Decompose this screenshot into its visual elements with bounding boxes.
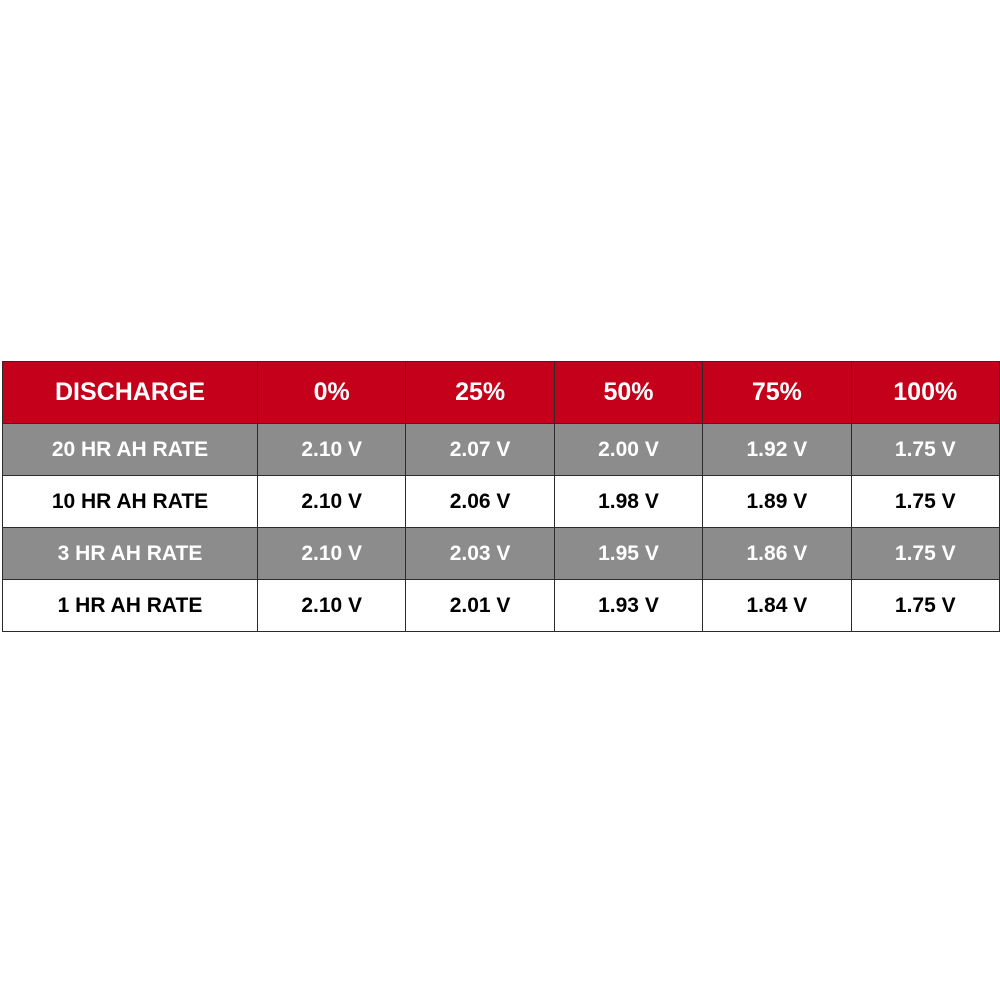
table-cell: 1.92 V: [702, 423, 852, 476]
header-discharge: DISCHARGE: [2, 361, 258, 424]
header-75-percent: 75%: [702, 361, 852, 424]
table-row: 3 HR AH RATE 2.10 V 2.03 V 1.95 V 1.86 V…: [2, 527, 1000, 580]
table-cell: 2.01 V: [405, 579, 555, 632]
header-25-percent: 25%: [405, 361, 555, 424]
table-cell: 2.00 V: [553, 423, 704, 476]
table-header-row: DISCHARGE 0% 25% 50% 75% 100%: [2, 361, 1000, 424]
table-cell: 1.95 V: [553, 527, 704, 580]
table-cell: 1.86 V: [702, 527, 852, 580]
table-row: 1 HR AH RATE 2.10 V 2.01 V 1.93 V 1.84 V…: [2, 579, 1000, 632]
table-cell: 2.06 V: [405, 475, 555, 528]
header-50-percent: 50%: [553, 361, 704, 424]
table-cell: 1.75 V: [850, 527, 1000, 580]
header-0-percent: 0%: [256, 361, 407, 424]
table-cell: 1.75 V: [850, 423, 1000, 476]
row-label: 20 HR AH RATE: [2, 423, 258, 476]
table-cell: 1.98 V: [553, 475, 704, 528]
header-100-percent: 100%: [850, 361, 1000, 424]
table-row: 20 HR AH RATE 2.10 V 2.07 V 2.00 V 1.92 …: [2, 423, 1000, 476]
table-cell: 2.10 V: [256, 475, 407, 528]
table-row: 10 HR AH RATE 2.10 V 2.06 V 1.98 V 1.89 …: [2, 475, 1000, 528]
table-cell: 2.10 V: [256, 527, 407, 580]
table-cell: 1.89 V: [702, 475, 852, 528]
table-cell: 1.75 V: [850, 475, 1000, 528]
table-cell: 2.10 V: [256, 579, 407, 632]
table-cell: 2.10 V: [256, 423, 407, 476]
discharge-voltage-table: DISCHARGE 0% 25% 50% 75% 100% 20 HR AH R…: [2, 361, 1000, 632]
table-cell: 2.07 V: [405, 423, 555, 476]
table-cell: 2.03 V: [405, 527, 555, 580]
row-label: 10 HR AH RATE: [2, 475, 258, 528]
table-cell: 1.84 V: [702, 579, 852, 632]
discharge-table-container: DISCHARGE 0% 25% 50% 75% 100% 20 HR AH R…: [2, 361, 1000, 632]
row-label: 1 HR AH RATE: [2, 579, 258, 632]
row-label: 3 HR AH RATE: [2, 527, 258, 580]
table-cell: 1.93 V: [553, 579, 704, 632]
table-cell: 1.75 V: [850, 579, 1000, 632]
